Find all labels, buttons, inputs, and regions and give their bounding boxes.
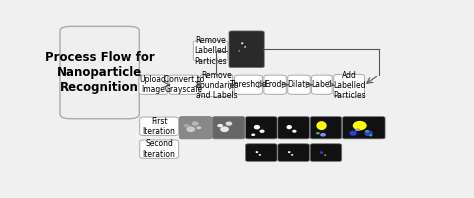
- FancyBboxPatch shape: [288, 75, 310, 94]
- FancyBboxPatch shape: [343, 117, 385, 139]
- Ellipse shape: [251, 133, 255, 136]
- Ellipse shape: [259, 154, 261, 156]
- Ellipse shape: [186, 126, 195, 132]
- Ellipse shape: [254, 125, 260, 129]
- FancyBboxPatch shape: [169, 75, 199, 94]
- FancyBboxPatch shape: [179, 117, 212, 139]
- FancyBboxPatch shape: [246, 117, 277, 139]
- Ellipse shape: [192, 122, 199, 126]
- Text: Process Flow for
Nanoparticle
Recognition: Process Flow for Nanoparticle Recognitio…: [45, 51, 155, 94]
- Text: Remove
Labelled
Particles: Remove Labelled Particles: [194, 36, 227, 66]
- Ellipse shape: [353, 121, 367, 130]
- Ellipse shape: [320, 133, 326, 137]
- FancyBboxPatch shape: [212, 117, 245, 139]
- Ellipse shape: [226, 122, 232, 126]
- Text: Upload
Image: Upload Image: [140, 75, 167, 94]
- FancyBboxPatch shape: [278, 117, 310, 139]
- Ellipse shape: [220, 126, 229, 132]
- Ellipse shape: [244, 46, 246, 48]
- Text: Remove
Boundaries
and Labels: Remove Boundaries and Labels: [195, 71, 238, 100]
- Text: Threshold: Threshold: [229, 80, 267, 89]
- FancyBboxPatch shape: [60, 26, 139, 119]
- FancyBboxPatch shape: [246, 144, 277, 161]
- FancyBboxPatch shape: [140, 140, 179, 158]
- Ellipse shape: [291, 154, 293, 156]
- FancyBboxPatch shape: [310, 144, 342, 161]
- Ellipse shape: [320, 151, 323, 154]
- FancyBboxPatch shape: [139, 75, 168, 94]
- Text: Second
Iteration: Second Iteration: [143, 139, 175, 159]
- Ellipse shape: [324, 154, 326, 156]
- FancyBboxPatch shape: [311, 75, 332, 94]
- FancyBboxPatch shape: [334, 74, 365, 97]
- Ellipse shape: [259, 129, 264, 133]
- FancyBboxPatch shape: [264, 75, 286, 94]
- Ellipse shape: [196, 126, 201, 129]
- Ellipse shape: [355, 128, 360, 131]
- Text: Convert to
Grayscale: Convert to Grayscale: [164, 75, 204, 94]
- Ellipse shape: [292, 130, 297, 133]
- FancyBboxPatch shape: [201, 74, 233, 97]
- Text: First
Iteration: First Iteration: [143, 117, 175, 136]
- Ellipse shape: [286, 125, 292, 129]
- FancyBboxPatch shape: [278, 144, 310, 161]
- Ellipse shape: [255, 151, 258, 153]
- Text: Add
Labelled
Particles: Add Labelled Particles: [333, 71, 365, 100]
- Ellipse shape: [365, 130, 369, 132]
- Ellipse shape: [369, 134, 373, 136]
- FancyBboxPatch shape: [193, 41, 228, 61]
- FancyBboxPatch shape: [235, 75, 263, 94]
- Text: Dilate: Dilate: [288, 80, 310, 89]
- FancyBboxPatch shape: [140, 117, 179, 135]
- Ellipse shape: [316, 121, 327, 130]
- Ellipse shape: [238, 50, 240, 52]
- FancyBboxPatch shape: [229, 31, 264, 68]
- Ellipse shape: [288, 151, 291, 153]
- Ellipse shape: [183, 124, 189, 127]
- FancyBboxPatch shape: [310, 117, 342, 139]
- Ellipse shape: [349, 131, 357, 136]
- Ellipse shape: [241, 42, 244, 44]
- Text: Erode: Erode: [264, 80, 286, 89]
- Ellipse shape: [217, 124, 223, 127]
- Ellipse shape: [365, 130, 373, 136]
- Ellipse shape: [316, 132, 320, 134]
- Text: Label: Label: [311, 80, 332, 89]
